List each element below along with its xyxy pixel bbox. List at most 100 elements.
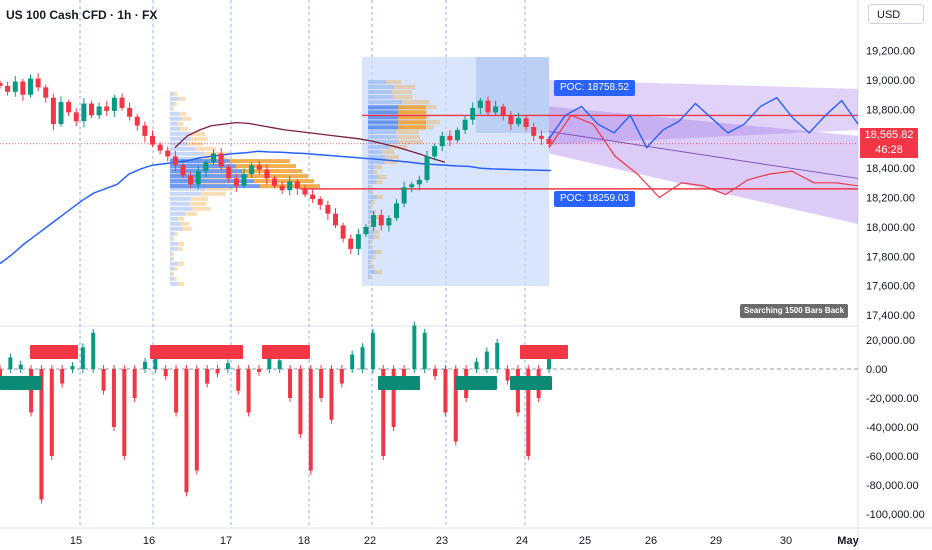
osc-bar-1 [8,357,13,369]
profile-b-bar-blue-24 [368,200,372,205]
profile-a-bar-orange-28 [174,231,179,236]
profile-b-bar-blue-23 [368,195,377,200]
profile-a-bar-blue-1 [170,96,179,101]
candle-body-50 [378,215,384,226]
profile-b-bar-blue-39 [368,275,371,280]
profile-a-bar-blue-33 [170,256,173,261]
profile-a-bar-orange-14 [200,161,226,166]
profile-b-bar-orange-10 [395,130,419,135]
poc-lower-label: POC: 18259.03 [554,191,635,207]
profile-b-bar-orange-36 [370,260,372,265]
candle-body-64 [485,100,491,113]
profile-a-poc-bar-0 [170,159,230,164]
candle-body-42 [317,198,323,205]
osc-tick-label-6: -100,000.00 [866,509,925,521]
profile-a-bar-blue-2 [170,101,174,106]
profile-b-bar-orange-24 [371,200,375,205]
profile-b-bar-orange-18 [373,170,378,175]
time-tick-label-0: 15 [70,535,82,547]
profile-b-bar-blue-0 [368,80,387,85]
last-price-tag: 18,565.82 46:28 [860,128,918,158]
candle-body-60 [455,129,460,141]
profile-a-bar-blue-4 [170,111,179,116]
price-tick-label-2: 18,800.00 [866,104,915,116]
candle-body-15 [111,97,117,111]
profile-a-bar-blue-28 [170,231,175,236]
sell-signal-marker-0 [30,345,78,359]
osc-bar-9 [91,332,96,369]
candle-body-9 [66,102,72,113]
profile-b-bar-orange-23 [376,195,383,200]
candle-body-25 [188,175,194,185]
moving-average-short [0,150,552,265]
profile-b-bar-blue-33 [368,245,371,250]
osc-bar-48 [495,342,500,369]
osc-tick-label-3: -40,000.00 [866,422,919,434]
profile-a-bar-blue-24 [170,211,185,216]
candle-body-58 [439,135,445,147]
osc-bar-11 [111,369,116,427]
candle-body-10 [73,112,79,122]
profile-a-bar-blue-12 [170,151,204,156]
profile-b-bar-blue-20 [368,180,376,185]
profile-a-bar-orange-3 [172,106,174,111]
profile-a-bar-blue-0 [170,91,174,96]
time-tick-label-6: 24 [516,535,528,547]
candle-body-4 [28,78,33,95]
profile-b-bar-orange-17 [375,165,382,170]
profile-a-bar-blue-30 [170,241,178,246]
osc-bar-47 [484,351,489,369]
profile-a-bar-blue-18 [170,181,201,186]
candle-body-56 [424,156,430,180]
profile-b-bar-orange-29 [370,225,372,230]
profile-a-bar-orange-15 [207,166,239,171]
osc-bar-25 [256,369,261,372]
profile-a-bar-orange-0 [173,91,178,96]
candle-body-20 [150,135,155,145]
candle-body-12 [89,103,94,116]
profile-b-poc-orange-0 [398,105,426,110]
candle-body-40 [302,188,308,195]
osc-bar-43 [443,369,448,413]
profile-a-bar-orange-31 [177,246,183,251]
time-tick-label-9: 29 [710,535,722,547]
osc-bar-50 [515,369,520,413]
buy-signal-marker-0 [0,376,42,390]
profile-a-bar-blue-29 [170,236,173,241]
profile-a-bar-orange-9 [190,136,208,141]
currency-selector[interactable]: USD [868,4,924,24]
profile-b-bar-orange-26 [372,210,376,215]
last-price-value: 18,565.82 [864,129,914,141]
profile-a-bar-blue-16 [170,171,211,176]
osc-bar-0 [0,369,2,377]
symbol-title[interactable]: US 100 Cash CFD · 1h · FX [6,8,158,22]
profile-b-bar-blue-30 [368,230,375,235]
profile-a-bar-blue-37 [170,276,174,281]
profile-a-bar-orange-38 [177,281,184,286]
candle-body-30 [226,166,232,179]
profile-a-bar-orange-4 [178,111,187,116]
scan-status-label: Searching 1500 Bars Back [740,304,849,318]
osc-bar-42 [433,369,438,377]
candle-body-54 [409,184,415,188]
osc-bar-20 [205,369,210,384]
osc-bar-19 [194,369,199,471]
profile-a-poc-orange-3 [248,174,308,179]
osc-bar-21 [215,369,220,374]
candle-body-52 [394,203,399,219]
time-tick-label-3: 18 [298,535,310,547]
profile-a-bar-blue-21 [170,196,191,201]
candle-body-3 [20,81,26,95]
osc-bar-28 [288,369,293,398]
profile-b-bar-blue-32 [368,240,371,245]
profile-a-bar-blue-27 [170,226,182,231]
candle-body-65 [493,106,499,113]
channel-up-fill [549,80,858,145]
profile-b-bar-blue-2 [368,90,393,95]
profile-b-bar-blue-1 [368,85,394,90]
price-tick-label-0: 19,200.00 [866,46,915,58]
candle-body-62 [470,107,476,120]
osc-tick-label-0: 20,000.00 [866,335,915,347]
osc-bar-53 [547,354,551,369]
